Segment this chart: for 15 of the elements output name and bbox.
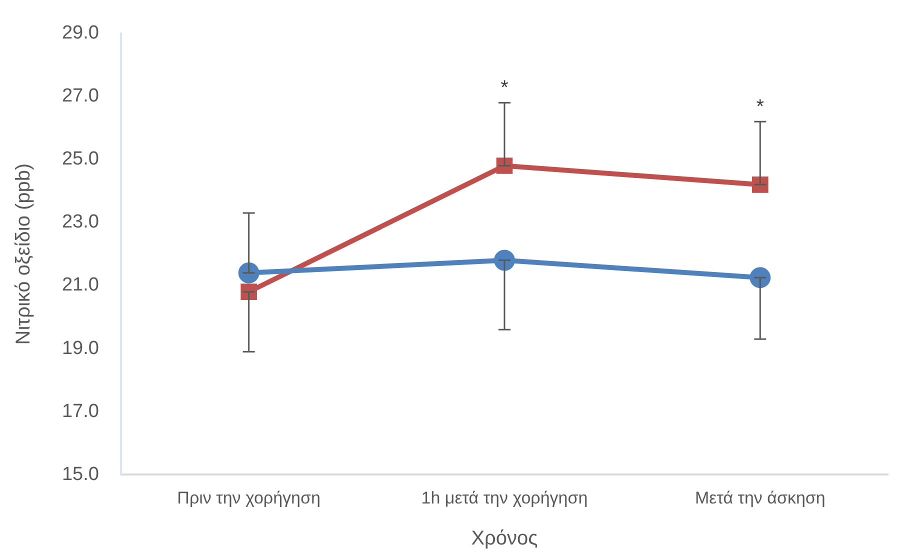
y-tick-label: 23.0 — [62, 212, 99, 233]
y-tick-label: 29.0 — [62, 22, 99, 44]
y-tick-label: 15.0 — [62, 464, 99, 485]
x-tick-label: Μετά την άσκηση — [694, 488, 826, 508]
y-tick-label: 25.0 — [62, 148, 99, 170]
y-tick-label: 19.0 — [62, 338, 99, 359]
x-tick-label: 1h μετά την χορήγηση — [421, 488, 588, 508]
y-axis-title: Νιτρικό οξείδιο (ppb) — [12, 163, 35, 345]
y-tick-label: 27.0 — [62, 86, 99, 107]
y-tick-label: 17.0 — [62, 400, 99, 422]
annotation: * — [756, 96, 764, 118]
x-tick-label: Πριν την χορήγηση — [177, 488, 320, 508]
y-tick-label: 21.0 — [62, 274, 99, 296]
annotation: * — [500, 77, 509, 100]
x-axis-title: Χρόνος — [471, 528, 538, 550]
